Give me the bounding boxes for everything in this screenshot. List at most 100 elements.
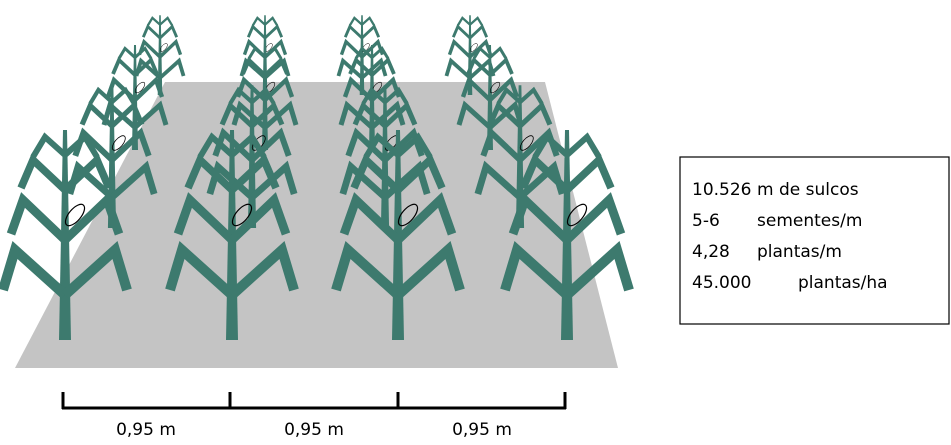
leaf xyxy=(30,132,68,159)
box-value: 45.000 xyxy=(692,273,751,293)
leaf xyxy=(109,160,158,200)
leaf xyxy=(339,160,388,200)
leaf xyxy=(519,153,570,193)
leaf xyxy=(370,56,396,77)
leaf xyxy=(62,132,100,159)
leaf xyxy=(0,241,69,299)
leaf xyxy=(109,127,152,163)
leaf xyxy=(350,153,401,193)
ear xyxy=(64,203,86,227)
leaf xyxy=(456,100,492,130)
leaf xyxy=(338,100,374,130)
leaf xyxy=(460,76,492,102)
leaf xyxy=(212,127,255,163)
corn-plant xyxy=(0,130,132,340)
leaf xyxy=(348,56,374,77)
leaf xyxy=(352,101,387,128)
leaf xyxy=(229,132,267,159)
leaf xyxy=(395,153,446,193)
ear xyxy=(469,43,478,52)
leaf xyxy=(354,46,374,60)
leaf xyxy=(184,153,235,193)
leaf xyxy=(79,101,114,128)
leaf xyxy=(241,56,267,77)
ear xyxy=(397,203,419,227)
leaf xyxy=(447,38,472,59)
leaf xyxy=(370,46,390,60)
leaf xyxy=(206,160,255,200)
corn-plant xyxy=(165,130,299,340)
leaf xyxy=(228,241,299,299)
leaf xyxy=(6,192,69,244)
corn-plant xyxy=(500,130,634,340)
leaf xyxy=(564,132,602,159)
leaf xyxy=(469,24,489,40)
leaf xyxy=(518,101,553,128)
corn-plant xyxy=(331,130,465,340)
scale-label: 0,95 m xyxy=(284,420,344,440)
leaf xyxy=(264,16,279,27)
leaf xyxy=(159,24,179,40)
box-value: 4,28 xyxy=(692,242,730,262)
leaf xyxy=(394,241,465,299)
ear xyxy=(111,135,126,151)
leaf xyxy=(173,192,236,244)
leaf xyxy=(383,101,418,128)
ear xyxy=(361,43,370,52)
leaf xyxy=(263,100,299,130)
leaf xyxy=(219,101,254,128)
leaf xyxy=(517,127,560,163)
leaf xyxy=(110,101,145,128)
leaf xyxy=(563,192,626,244)
leaf xyxy=(331,241,402,299)
leaf xyxy=(500,241,571,299)
leaf xyxy=(383,86,409,105)
leaf xyxy=(249,160,298,200)
box-value: 5-6 xyxy=(692,211,720,231)
leaf xyxy=(133,56,159,77)
leaf xyxy=(264,24,284,40)
ear xyxy=(566,203,588,227)
scale-label: 0,95 m xyxy=(452,420,512,440)
leaf xyxy=(263,56,289,77)
leaf xyxy=(451,24,471,40)
box-unit: plantas/m xyxy=(757,242,842,262)
ear xyxy=(159,43,168,52)
leaf xyxy=(361,86,387,105)
leaf xyxy=(488,76,520,102)
leaf xyxy=(488,46,508,60)
leaf xyxy=(339,38,364,59)
leaf xyxy=(251,16,266,27)
leaf xyxy=(361,16,376,27)
leaf xyxy=(361,24,381,40)
leaf xyxy=(141,24,161,40)
leaf xyxy=(474,160,523,200)
leaf xyxy=(336,57,364,80)
leaf xyxy=(564,153,615,193)
leaf xyxy=(117,46,137,60)
leaf xyxy=(563,241,634,299)
leaf xyxy=(61,192,124,244)
leaf xyxy=(480,127,523,163)
leaf xyxy=(133,76,165,102)
leaf xyxy=(263,46,283,60)
leaf xyxy=(487,101,522,128)
leaf xyxy=(444,57,472,80)
leaf xyxy=(496,86,522,105)
corn-plant xyxy=(456,45,524,150)
leaf xyxy=(339,192,402,244)
leaf xyxy=(263,76,295,102)
leaf xyxy=(159,16,174,27)
leaf xyxy=(133,46,153,60)
leaf xyxy=(165,241,236,299)
ear xyxy=(489,81,501,94)
leaf xyxy=(133,100,169,130)
leaf xyxy=(250,86,276,105)
box-unit: sementes/m xyxy=(757,211,862,231)
plants xyxy=(0,15,634,340)
leaf xyxy=(88,86,114,105)
field xyxy=(15,82,618,368)
box-unit: m de sulcos xyxy=(757,180,859,200)
leaf xyxy=(228,192,291,244)
